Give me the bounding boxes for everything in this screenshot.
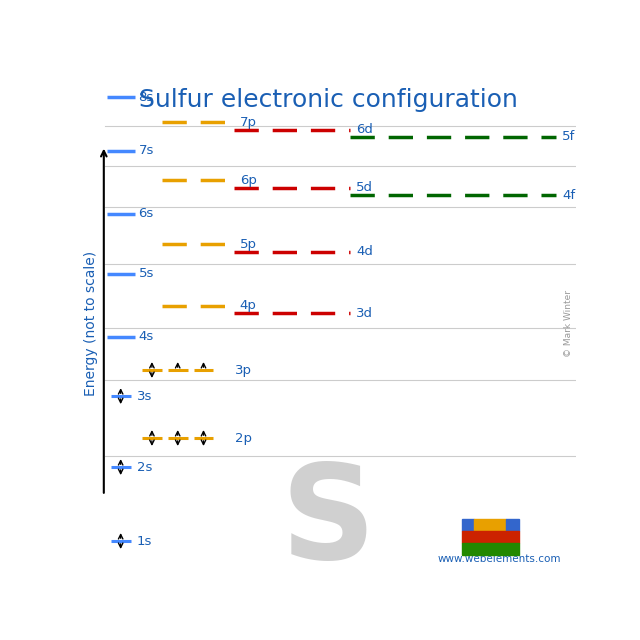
Text: www.webelements.com: www.webelements.com xyxy=(438,554,561,564)
Text: 6s: 6s xyxy=(138,207,154,220)
Bar xyxy=(506,519,519,531)
Bar xyxy=(462,543,519,555)
Text: 6p: 6p xyxy=(240,174,257,187)
Bar xyxy=(462,519,474,531)
Text: © Mark Winter: © Mark Winter xyxy=(564,290,573,356)
Text: 7p: 7p xyxy=(240,116,257,129)
Text: 2p: 2p xyxy=(236,431,252,445)
Text: 3p: 3p xyxy=(236,364,252,376)
Text: 2s: 2s xyxy=(136,461,152,474)
Bar xyxy=(474,519,506,531)
Text: 5d: 5d xyxy=(356,181,373,194)
Text: 1s: 1s xyxy=(136,534,152,547)
Text: 8s: 8s xyxy=(138,91,154,104)
Text: 4d: 4d xyxy=(356,245,373,259)
Text: 6d: 6d xyxy=(356,123,373,136)
Text: Sulfur electronic configuration: Sulfur electronic configuration xyxy=(139,88,517,111)
Text: Energy (not to scale): Energy (not to scale) xyxy=(84,251,98,396)
Text: 7s: 7s xyxy=(138,144,154,157)
Text: 5s: 5s xyxy=(138,268,154,280)
Text: 4s: 4s xyxy=(138,330,154,343)
Bar xyxy=(462,531,519,543)
Text: 3s: 3s xyxy=(136,390,152,403)
Text: 5p: 5p xyxy=(240,238,257,251)
Text: 5f: 5f xyxy=(562,131,575,143)
Text: 4p: 4p xyxy=(240,300,257,312)
Text: S: S xyxy=(280,460,376,586)
Text: 3d: 3d xyxy=(356,307,373,320)
Text: 4f: 4f xyxy=(562,189,575,202)
